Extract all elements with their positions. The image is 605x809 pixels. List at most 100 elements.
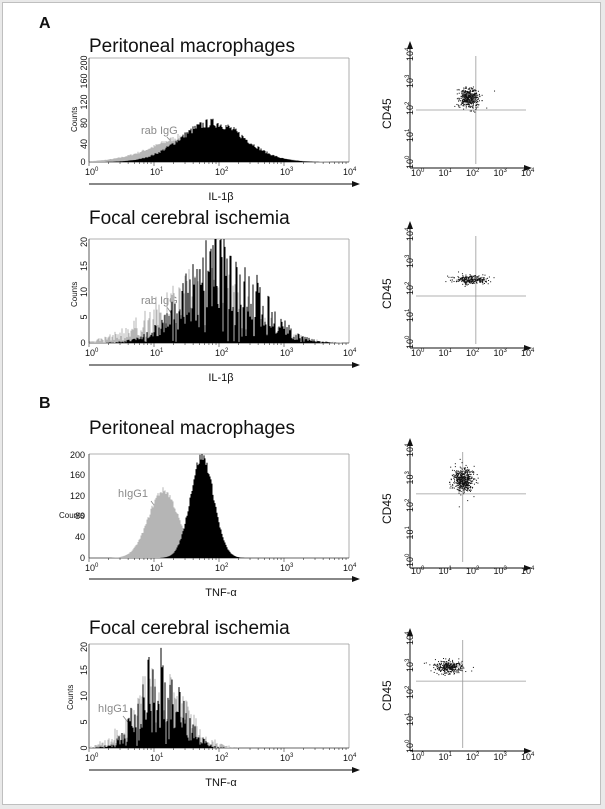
event-dot (464, 285, 466, 287)
event-dot (446, 663, 448, 665)
section-title-a2: Focal cerebral ischemia (89, 208, 290, 229)
event-dot (461, 96, 463, 98)
event-dot (475, 482, 477, 484)
event-dot (462, 90, 464, 92)
dot-x-tick-label: 101 (439, 752, 453, 762)
event-dot (483, 277, 485, 279)
event-dot (466, 92, 468, 94)
event-dot (476, 281, 478, 283)
event-dot (451, 474, 453, 476)
dot-x-tick-label: 102 (466, 168, 480, 178)
event-dot (465, 484, 467, 486)
x-tick-label: 102 (215, 348, 229, 358)
event-dot (469, 99, 471, 101)
event-dot (461, 482, 463, 484)
event-dot (467, 279, 469, 281)
event-dot (445, 662, 447, 664)
event-dot (470, 486, 472, 488)
event-dot (463, 479, 465, 481)
event-dot (466, 279, 468, 281)
tick-exponent: 1 (405, 712, 411, 716)
event-dot (465, 469, 467, 471)
event-dot (456, 664, 458, 666)
tick-exponent: 1 (405, 525, 411, 529)
x-tick-label: 102 (215, 167, 229, 177)
tick-exponent: 2 (476, 566, 480, 572)
event-dot (465, 277, 467, 279)
hist-y-tick: 0 (79, 745, 89, 750)
event-dot (458, 484, 460, 486)
event-dot (463, 467, 465, 469)
event-dot (441, 666, 443, 668)
event-dot (463, 477, 465, 479)
x-tick-label: 100 (85, 753, 99, 763)
event-dot (451, 279, 453, 281)
section-title-b2: Focal cerebral ischemia (89, 618, 290, 639)
event-dot (462, 487, 464, 489)
hist-y-tick: 160 (70, 470, 85, 480)
event-dot (453, 670, 455, 672)
event-dot (464, 468, 466, 470)
event-dot (453, 476, 455, 478)
event-dot (460, 666, 462, 668)
event-dot (454, 482, 456, 484)
event-dot (472, 88, 474, 90)
event-dot (472, 104, 474, 106)
event-dot (468, 96, 470, 98)
event-dot (456, 478, 458, 480)
event-dot (471, 278, 473, 280)
event-dot (484, 274, 486, 276)
event-dot (471, 482, 473, 484)
event-dot (457, 473, 459, 475)
event-dot (461, 477, 463, 479)
event-dot (473, 278, 475, 280)
event-dot (457, 670, 459, 672)
event-dot (474, 95, 476, 97)
event-dot (466, 484, 468, 486)
event-dot (448, 666, 450, 668)
event-dot (469, 87, 471, 89)
event-dot (458, 664, 460, 666)
event-dot (470, 102, 472, 104)
event-dot (463, 93, 465, 95)
tick-exponent: 1 (449, 348, 453, 354)
event-dot (443, 662, 445, 664)
event-dot (461, 278, 463, 280)
event-dot (466, 282, 468, 284)
event-dot (457, 483, 459, 485)
event-dot (466, 477, 468, 479)
event-dot (456, 483, 458, 485)
event-dot (437, 664, 439, 666)
event-dot (462, 276, 464, 278)
event-dot (448, 665, 450, 667)
event-dot (472, 279, 474, 281)
event-dot (455, 477, 457, 479)
dot-x-tick-label: 104 (521, 752, 535, 762)
event-dot (463, 473, 465, 475)
tick-exponent: 4 (531, 348, 535, 354)
event-dot (446, 665, 448, 667)
event-dot (425, 662, 427, 664)
event-dot (476, 282, 478, 284)
event-dot (459, 490, 461, 492)
event-dot (473, 94, 475, 96)
event-dot (470, 278, 472, 280)
event-dot (461, 102, 463, 104)
event-dot (447, 665, 449, 667)
event-dot (438, 667, 440, 669)
event-dot (452, 484, 454, 486)
event-dot (456, 103, 458, 105)
event-dot (444, 672, 446, 674)
event-dot (441, 661, 443, 663)
event-dot (464, 96, 466, 98)
hist-y-tick: 10 (79, 287, 89, 297)
dot-y-tick-label: 104 (405, 47, 415, 61)
dot-y-tick-label: 101 (405, 308, 415, 322)
event-dot (460, 491, 462, 493)
dot-x-tick-label: 100 (411, 566, 425, 576)
event-dot (449, 672, 451, 674)
event-dot (453, 482, 455, 484)
event-dot (465, 105, 467, 107)
event-dot (477, 99, 479, 101)
